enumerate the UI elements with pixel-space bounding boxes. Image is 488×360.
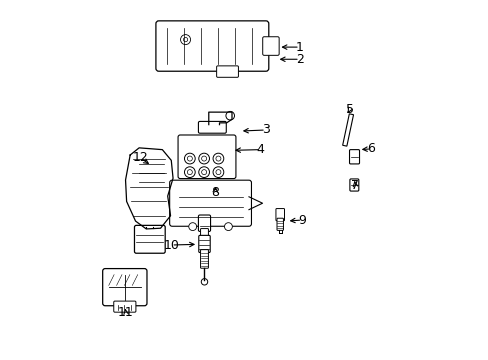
Circle shape <box>188 223 196 230</box>
Circle shape <box>198 153 209 164</box>
Text: 12: 12 <box>132 151 148 165</box>
Text: 7: 7 <box>350 179 359 192</box>
FancyBboxPatch shape <box>102 269 147 306</box>
Text: 11: 11 <box>118 306 134 319</box>
Circle shape <box>201 156 206 161</box>
Text: 10: 10 <box>163 239 179 252</box>
Text: 6: 6 <box>366 143 374 156</box>
Circle shape <box>225 111 234 120</box>
Circle shape <box>224 223 232 230</box>
Circle shape <box>213 153 224 164</box>
FancyBboxPatch shape <box>198 215 210 231</box>
Circle shape <box>184 167 195 177</box>
Circle shape <box>201 279 207 285</box>
Text: 4: 4 <box>256 143 264 156</box>
Circle shape <box>183 37 187 42</box>
Text: 1: 1 <box>295 41 303 54</box>
Text: 8: 8 <box>211 186 219 199</box>
Circle shape <box>187 170 192 175</box>
Polygon shape <box>342 114 353 146</box>
FancyBboxPatch shape <box>349 150 359 164</box>
Text: 5: 5 <box>345 103 353 116</box>
FancyBboxPatch shape <box>349 179 358 191</box>
Circle shape <box>213 167 224 177</box>
FancyBboxPatch shape <box>200 229 208 238</box>
Circle shape <box>180 35 190 45</box>
Circle shape <box>216 170 221 175</box>
FancyBboxPatch shape <box>262 37 279 55</box>
Text: 9: 9 <box>298 213 305 226</box>
FancyBboxPatch shape <box>275 208 284 221</box>
Circle shape <box>201 170 206 175</box>
FancyBboxPatch shape <box>114 301 136 312</box>
FancyBboxPatch shape <box>134 225 165 253</box>
FancyBboxPatch shape <box>198 121 226 133</box>
FancyBboxPatch shape <box>169 180 251 226</box>
FancyBboxPatch shape <box>216 66 238 77</box>
Text: 2: 2 <box>295 53 303 66</box>
Circle shape <box>198 167 209 177</box>
Circle shape <box>187 156 192 161</box>
Circle shape <box>216 156 221 161</box>
FancyBboxPatch shape <box>276 218 283 230</box>
FancyBboxPatch shape <box>198 235 210 252</box>
Circle shape <box>184 153 195 164</box>
FancyBboxPatch shape <box>156 21 268 71</box>
Text: 3: 3 <box>262 123 269 136</box>
FancyBboxPatch shape <box>200 249 208 268</box>
